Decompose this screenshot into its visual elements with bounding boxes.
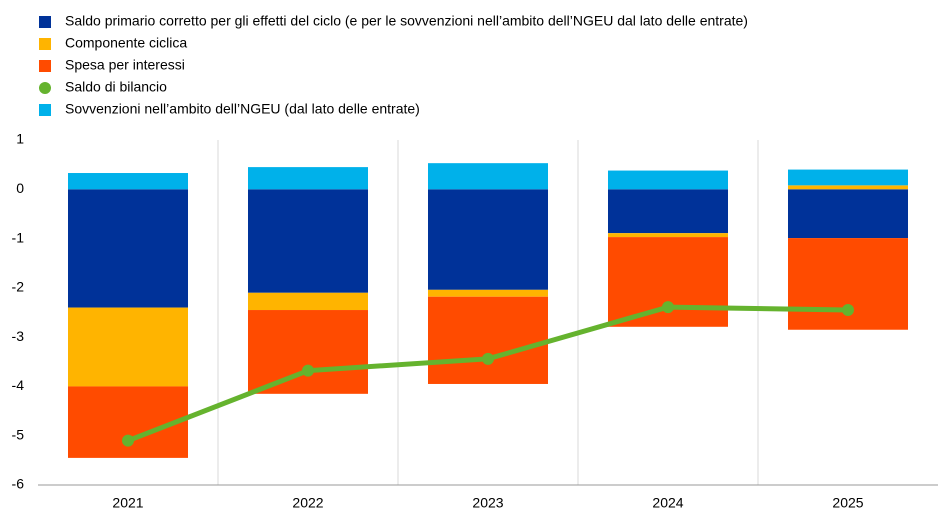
legend-marker xyxy=(39,104,51,116)
y-tick-label: -4 xyxy=(12,377,25,393)
legend-marker xyxy=(39,38,51,50)
bar-segment xyxy=(248,292,368,311)
x-tick-label: 2021 xyxy=(112,495,143,511)
legend-marker xyxy=(39,60,51,72)
bar-segment xyxy=(608,237,728,327)
line-point xyxy=(302,364,314,377)
y-tick-label: -5 xyxy=(12,426,25,442)
bar-segment xyxy=(428,289,548,297)
bar-segment xyxy=(248,189,368,293)
line-point xyxy=(482,352,494,365)
bar-segment xyxy=(428,163,548,190)
bar-segment xyxy=(608,233,728,238)
x-tick-label: 2022 xyxy=(292,495,323,511)
legend-marker xyxy=(39,82,51,94)
bar-segment xyxy=(68,189,188,308)
bar-segment xyxy=(608,170,728,190)
y-tick-label: -2 xyxy=(12,279,25,295)
y-tick-label: -6 xyxy=(12,476,25,492)
bar-segment xyxy=(248,167,368,190)
legend-label: Componente ciclica xyxy=(65,35,187,51)
y-tick-label: 1 xyxy=(16,131,24,147)
legend-label: Sovvenzioni nell’ambito dell’NGEU (dal l… xyxy=(65,101,420,117)
bar-segment xyxy=(608,189,728,234)
legend-marker xyxy=(39,16,51,28)
y-tick-label: -1 xyxy=(12,229,25,245)
x-tick-label: 2025 xyxy=(832,495,863,511)
x-tick-label: 2024 xyxy=(652,495,683,511)
legend-label: Saldo primario corretto per gli effetti … xyxy=(65,13,748,29)
bar-segment xyxy=(428,189,548,290)
bar-segment xyxy=(428,296,548,384)
line-point xyxy=(662,301,674,314)
line-point xyxy=(842,304,854,317)
bar-segment xyxy=(68,307,188,387)
y-tick-label: -3 xyxy=(12,328,25,344)
bar-segment xyxy=(788,189,908,239)
bar-segment xyxy=(248,310,368,394)
line-point xyxy=(122,434,134,447)
y-tick-label: 0 xyxy=(16,180,24,196)
bar-segment xyxy=(68,173,188,190)
bar-segment xyxy=(788,185,908,190)
x-tick-label: 2023 xyxy=(472,495,503,511)
legend-label: Saldo di bilancio xyxy=(65,79,167,95)
bar-segment xyxy=(788,169,908,186)
legend-label: Spesa per interessi xyxy=(65,57,185,73)
